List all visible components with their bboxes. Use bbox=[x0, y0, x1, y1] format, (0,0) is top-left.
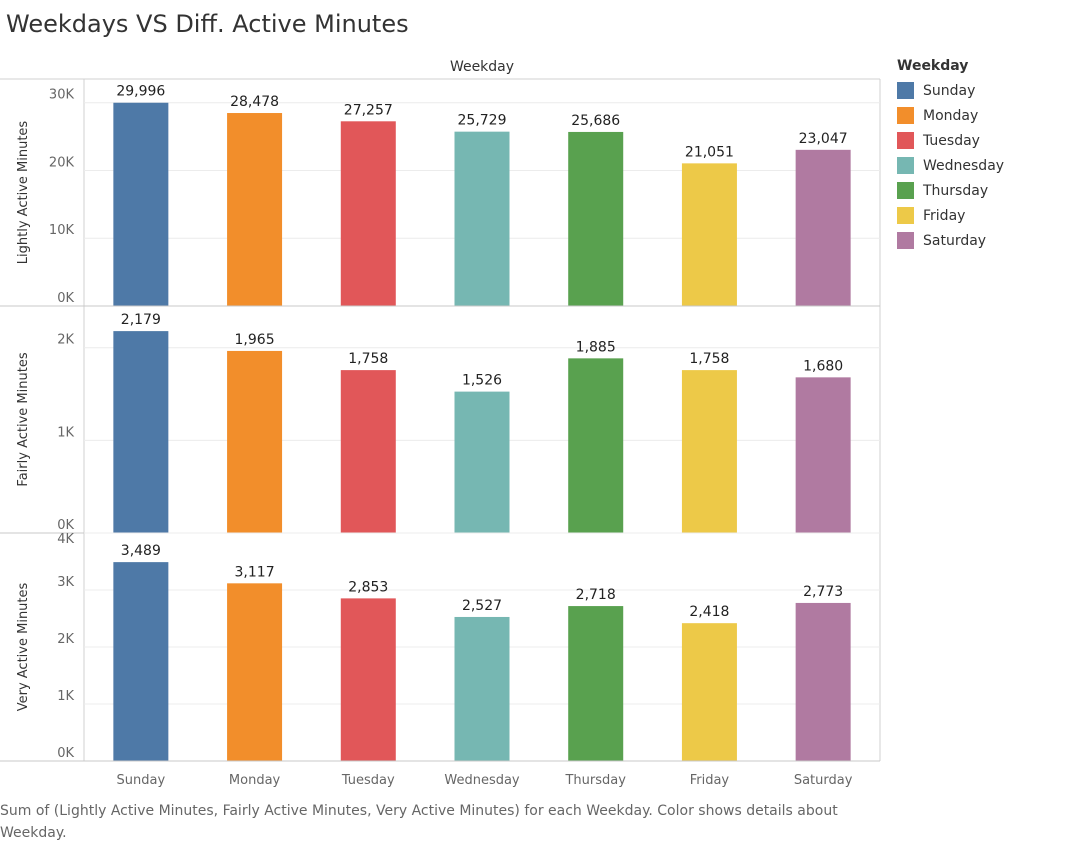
data-label: 2,718 bbox=[576, 587, 616, 603]
legend-swatch bbox=[897, 157, 914, 174]
legend-swatch bbox=[897, 232, 914, 249]
data-label: 3,489 bbox=[121, 543, 161, 559]
x-tick-label: Tuesday bbox=[341, 773, 395, 788]
legend-title: Weekday bbox=[897, 58, 969, 74]
legend: Weekday Sunday Monday Tuesday Wednesday … bbox=[897, 58, 1004, 253]
legend-swatch bbox=[897, 107, 914, 124]
y-tick-label: 1K bbox=[57, 425, 74, 440]
bar-saturday[interactable] bbox=[795, 149, 851, 306]
y-tick-label: 30K bbox=[49, 88, 75, 103]
y-tick-label: 4K bbox=[57, 532, 74, 547]
legend-label: Thursday bbox=[923, 182, 989, 199]
data-label: 27,257 bbox=[344, 102, 393, 118]
data-label: 2,418 bbox=[689, 604, 729, 620]
bar-wednesday[interactable] bbox=[454, 131, 510, 306]
y-tick-label: 1K bbox=[57, 689, 74, 704]
data-label: 2,853 bbox=[348, 579, 388, 595]
legend-item-sunday[interactable]: Sunday bbox=[897, 78, 1004, 103]
data-label: 2,179 bbox=[121, 312, 161, 328]
x-tick-label: Sunday bbox=[117, 773, 166, 788]
bar-tuesday[interactable] bbox=[340, 370, 396, 533]
legend-label: Tuesday bbox=[923, 132, 980, 149]
bar-monday[interactable] bbox=[227, 583, 283, 761]
bar-tuesday[interactable] bbox=[340, 121, 396, 306]
y-tick-label: 0K bbox=[57, 518, 74, 533]
chart-title: Weekdays VS Diff. Active Minutes bbox=[6, 10, 409, 38]
bar-thursday[interactable] bbox=[568, 606, 624, 761]
bar-wednesday[interactable] bbox=[454, 391, 510, 533]
data-label: 1,965 bbox=[235, 332, 275, 348]
y-tick-label: 0K bbox=[57, 746, 74, 761]
data-label: 2,773 bbox=[803, 584, 843, 600]
legend-label: Friday bbox=[923, 207, 966, 224]
y-tick-label: 2K bbox=[57, 333, 74, 348]
legend-item-thursday[interactable]: Thursday bbox=[897, 178, 1004, 203]
bar-monday[interactable] bbox=[227, 113, 283, 307]
bar-friday[interactable] bbox=[681, 623, 737, 761]
data-label: 2,527 bbox=[462, 598, 502, 614]
y-tick-label: 0K bbox=[57, 291, 74, 306]
data-label: 1,680 bbox=[803, 358, 843, 374]
data-label: 25,729 bbox=[458, 113, 507, 129]
column-header: Weekday bbox=[449, 59, 515, 75]
bar-chart: 0K 10K 20K 30K 29,996 28,478 27,257 25,729 25,68… bbox=[0, 78, 881, 788]
x-tick-label: Saturday bbox=[794, 773, 853, 788]
x-tick-label: Wednesday bbox=[444, 773, 520, 788]
bar-sunday[interactable] bbox=[113, 562, 169, 761]
data-label: 29,996 bbox=[116, 84, 165, 100]
data-label: 21,051 bbox=[685, 144, 734, 160]
data-label: 1,885 bbox=[576, 339, 616, 355]
legend-label: Wednesday bbox=[923, 157, 1005, 174]
bar-monday[interactable] bbox=[227, 350, 283, 533]
bar-saturday[interactable] bbox=[795, 602, 851, 761]
x-tick-label: Friday bbox=[690, 773, 730, 788]
y-tick-label: 20K bbox=[49, 155, 75, 170]
legend-swatch bbox=[897, 132, 914, 149]
bar-friday[interactable] bbox=[681, 370, 737, 533]
chart-caption: Sum of (Lightly Active Minutes, Fairly A… bbox=[0, 803, 838, 841]
y-tick-label: 3K bbox=[57, 575, 74, 590]
legend-swatch bbox=[897, 182, 914, 199]
legend-item-saturday[interactable]: Saturday bbox=[897, 228, 1004, 253]
data-label: 1,758 bbox=[348, 351, 388, 367]
bar-sunday[interactable] bbox=[113, 331, 169, 533]
legend-item-wednesday[interactable]: Wednesday bbox=[897, 153, 1004, 178]
x-tick-label: Monday bbox=[229, 773, 281, 788]
data-label: 1,526 bbox=[462, 373, 502, 389]
bar-thursday[interactable] bbox=[568, 358, 624, 533]
legend-item-friday[interactable]: Friday bbox=[897, 203, 1004, 228]
y-tick-label: 2K bbox=[57, 632, 74, 647]
bar-thursday[interactable] bbox=[568, 131, 624, 306]
bar-friday[interactable] bbox=[681, 163, 737, 306]
bar-sunday[interactable] bbox=[113, 102, 169, 306]
data-label: 23,047 bbox=[799, 131, 848, 147]
legend-item-monday[interactable]: Monday bbox=[897, 103, 1004, 128]
legend-label: Sunday bbox=[923, 82, 976, 99]
y-axis-label: Fairly Active Minutes bbox=[16, 352, 31, 486]
legend-swatch bbox=[897, 82, 914, 99]
data-label: 28,478 bbox=[230, 94, 279, 110]
x-tick-label: Thursday bbox=[564, 773, 626, 788]
bar-wednesday[interactable] bbox=[454, 616, 510, 761]
legend-label: Monday bbox=[923, 107, 979, 124]
y-axis-label: Very Active Minutes bbox=[16, 582, 31, 711]
bar-saturday[interactable] bbox=[795, 377, 851, 533]
legend-label: Saturday bbox=[923, 232, 987, 249]
legend-swatch bbox=[897, 207, 914, 224]
y-axis-label: Lightly Active Minutes bbox=[16, 121, 31, 265]
bar-tuesday[interactable] bbox=[340, 598, 396, 761]
data-label: 3,117 bbox=[235, 564, 275, 580]
data-label: 25,686 bbox=[571, 113, 620, 129]
data-label: 1,758 bbox=[689, 351, 729, 367]
legend-item-tuesday[interactable]: Tuesday bbox=[897, 128, 1004, 153]
y-tick-label: 10K bbox=[49, 223, 75, 238]
